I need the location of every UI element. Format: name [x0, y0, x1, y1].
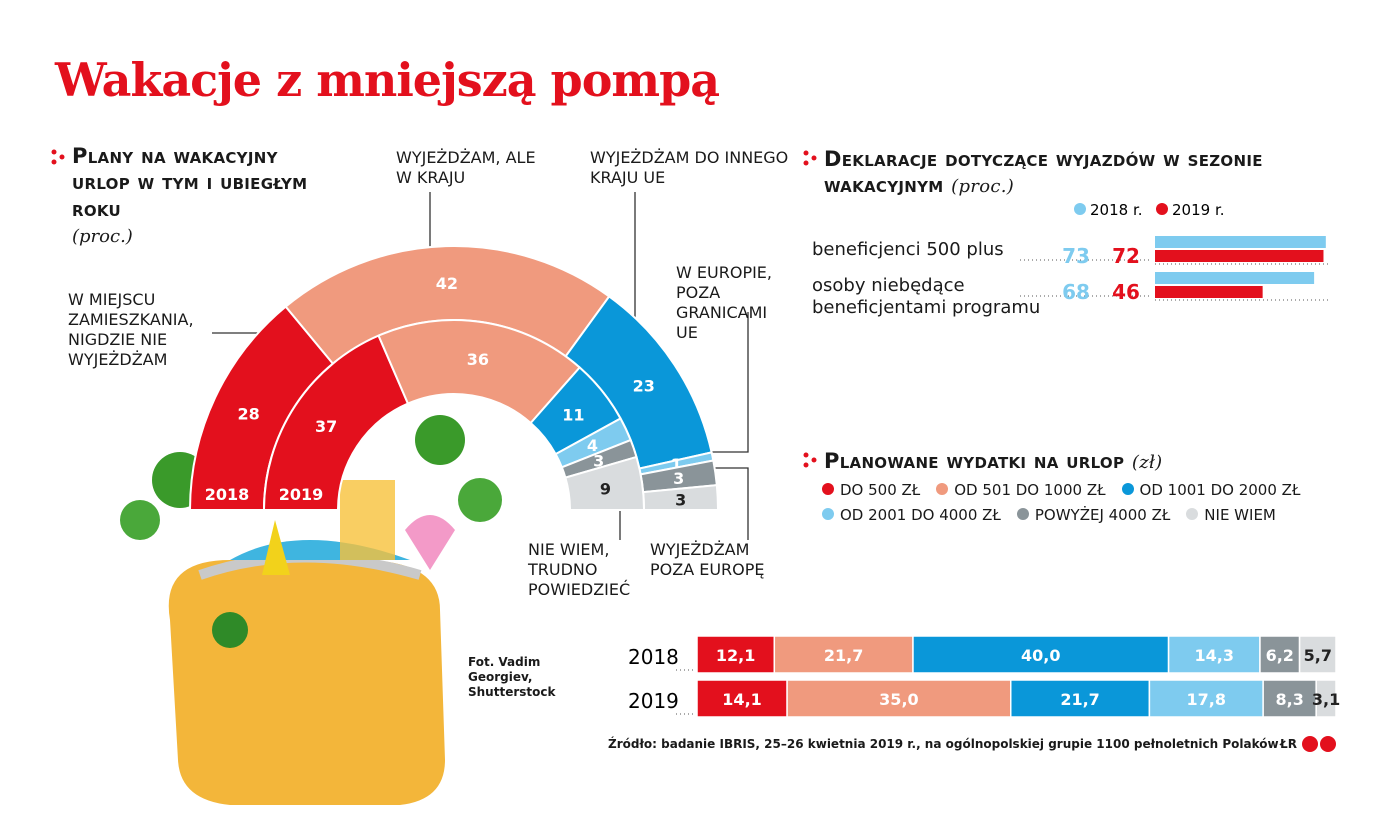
section-title: Plany na wakacyjny urlop w tym i ubiegły… — [72, 144, 308, 221]
data-label: 37 — [315, 417, 337, 436]
title-text: Deklaracje dotyczące wyjazdów w sezonie … — [824, 147, 1263, 198]
legend-label: POWYŻEJ 4000 ZŁ — [1034, 505, 1171, 524]
data-label: 1 — [671, 455, 682, 474]
legend-label: OD 2001 DO 4000 ZŁ — [840, 505, 1001, 524]
section-subtitle: (zł) — [1131, 452, 1163, 473]
data-label: 4 — [587, 436, 598, 455]
legend-swatch — [1121, 483, 1134, 495]
photo-credit: Fot. Vadim Georgiev, Shutterstock — [468, 655, 556, 699]
bar — [1155, 286, 1263, 298]
section-subtitle: (proc.) — [951, 176, 1015, 198]
donut-segment — [564, 455, 646, 511]
bar-segment — [696, 635, 776, 674]
legend-item: OD 2001 DO 4000 ZŁ — [822, 506, 1001, 525]
category-label: W MIEJSCU ZAMIESZKANIA, NIGDZIE NIE WYJE… — [68, 290, 194, 369]
legend-swatch — [936, 483, 949, 495]
title: Wakacje z mniejszą pompą — [55, 53, 720, 107]
bar-segment — [786, 679, 1012, 718]
legend-swatch — [822, 507, 834, 520]
data-label: 8,3 — [1276, 690, 1304, 709]
bullets — [51, 149, 817, 468]
legend-swatch — [822, 483, 834, 495]
legend: DO 500 ZŁ OD 501 DO 1000 ZŁ OD 1001 DO 200… — [822, 481, 1342, 525]
series-label: 2019 — [279, 485, 324, 504]
data-label: 17,8 — [1187, 690, 1226, 709]
data-label: 23 — [633, 376, 655, 395]
data-label: 72 — [1112, 244, 1140, 268]
data-label: 14,3 — [1195, 646, 1234, 665]
bar-segment — [1009, 679, 1151, 718]
bar-segment — [1298, 635, 1337, 674]
photo — [120, 415, 502, 805]
data-label: 5,7 — [1304, 646, 1332, 665]
data-label: 28 — [237, 404, 259, 423]
legend-swatch — [1074, 203, 1086, 215]
category-label: WYJEŻDŻAM, ALE W KRAJU — [396, 148, 536, 187]
data-label: 21,7 — [1060, 690, 1099, 709]
legend-item: POWYŻEJ 4000 ZŁ — [1016, 505, 1171, 525]
legend-label: OD 1001 DO 2000 ZŁ — [1139, 481, 1301, 499]
category-label: 2019 — [628, 689, 679, 713]
data-label: 3,1 — [1312, 690, 1340, 709]
data-label: 6,2 — [1266, 646, 1294, 665]
section-subtitle: (proc.) — [72, 226, 133, 247]
data-label: 14,1 — [722, 690, 761, 709]
category-label: NIE WIEM, TRUDNO POWIEDZIEĆ — [528, 540, 631, 599]
data-label: 40,0 — [1021, 646, 1060, 665]
legend-item: OD 501 DO 1000 ZŁ — [936, 481, 1106, 500]
legend-label: NIE WIEM — [1204, 505, 1276, 524]
bar-segment — [912, 635, 1170, 674]
data-label: 11 — [562, 405, 584, 424]
source: Źródło: badanie IBRIS, 25–26 kwietnia 20… — [608, 737, 1279, 751]
data-label: 21,7 — [824, 646, 863, 665]
legend-swatch — [1016, 507, 1029, 520]
category-label: osoby niebędące beneficjentami programu — [812, 275, 1041, 318]
bar — [1155, 250, 1324, 262]
data-label: 3 — [675, 490, 686, 509]
bar — [1155, 272, 1315, 284]
legend-label: 2019 r. — [1172, 201, 1225, 219]
legend-item: NIE WIEM — [1186, 506, 1276, 525]
data-label: 36 — [467, 350, 489, 369]
data-label: 46 — [1112, 280, 1140, 304]
section-title: Deklaracje dotyczące wyjazdów w sezonie … — [824, 146, 1344, 199]
data-label: 73 — [1062, 244, 1090, 268]
bar-segment — [1262, 679, 1317, 718]
bar-segment — [1315, 679, 1337, 718]
title-text: Planowane wydatki na urlop — [824, 449, 1125, 473]
bar — [1155, 236, 1326, 248]
section-title: Planowane wydatki na urlop (zł) — [824, 448, 1344, 475]
category-label: WYJEŻDŻAM DO INNEGO KRAJU UE — [590, 148, 789, 187]
legend-item: OD 1001 DO 2000 ZŁ — [1121, 481, 1301, 500]
bar-segment — [696, 679, 788, 718]
bar-segment — [1148, 679, 1264, 718]
legend-item: DO 500 ZŁ — [822, 481, 920, 500]
data-label: 3 — [593, 451, 604, 470]
legend-label: 2018 r. — [1090, 201, 1143, 219]
data-label: 3 — [673, 469, 684, 488]
category-label: 2018 — [628, 645, 679, 669]
data-label: 9 — [600, 479, 611, 498]
logo-mark — [1302, 736, 1336, 752]
bar-segment — [773, 635, 914, 674]
legend-label: OD 501 DO 1000 ZŁ — [954, 481, 1106, 499]
legend-label: DO 500 ZŁ — [840, 481, 921, 499]
series-label: 2018 — [205, 485, 250, 504]
data-label: 35,0 — [879, 690, 918, 709]
category-label: WYJEŻDŻAM POZA EUROPĘ — [650, 540, 765, 579]
legend-swatch — [1186, 507, 1199, 520]
category-label: beneficjenci 500 plus — [812, 239, 1004, 260]
data-label: 42 — [436, 274, 458, 293]
data-label: 12,1 — [716, 646, 755, 665]
data-label: 68 — [1062, 280, 1090, 304]
legend-swatch — [1156, 203, 1168, 215]
logo: ŁR — [1280, 737, 1297, 751]
bar-segment — [1167, 635, 1261, 674]
category-label: W EUROPIE, POZA GRANICAMI UE — [676, 263, 772, 342]
